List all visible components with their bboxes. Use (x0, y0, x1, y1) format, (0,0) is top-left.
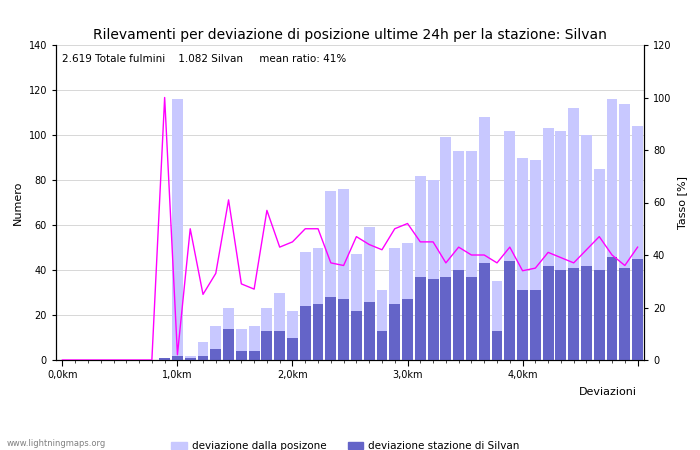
Bar (453, 270, 464, 360)
Bar (364, 302, 374, 360)
Bar (274, 292, 285, 360)
Bar (581, 135, 592, 360)
Bar (594, 270, 605, 360)
Bar (313, 248, 323, 360)
Bar (530, 290, 541, 360)
Bar (620, 268, 630, 360)
Bar (338, 299, 349, 360)
Bar (581, 266, 592, 360)
Bar (313, 304, 323, 360)
Bar (504, 130, 515, 360)
Bar (377, 331, 387, 360)
Bar (172, 356, 183, 360)
Bar (159, 358, 170, 360)
Bar (326, 297, 336, 360)
Bar (479, 263, 490, 360)
Bar (351, 310, 362, 360)
Bar (556, 270, 566, 360)
Bar (248, 351, 260, 360)
Bar (287, 338, 298, 360)
Bar (607, 99, 617, 360)
Bar (326, 191, 336, 360)
Bar (389, 248, 400, 360)
Bar (466, 277, 477, 360)
Bar (440, 137, 452, 360)
Bar (197, 342, 209, 360)
Bar (274, 331, 285, 360)
Text: www.lightningmaps.org: www.lightningmaps.org (7, 439, 106, 448)
Bar (389, 304, 400, 360)
Bar (491, 331, 503, 360)
Bar (159, 358, 170, 360)
Bar (479, 117, 490, 360)
Bar (530, 160, 541, 360)
Bar (236, 328, 247, 360)
Bar (287, 310, 298, 360)
Bar (568, 268, 579, 360)
Bar (415, 176, 426, 360)
Bar (300, 306, 311, 360)
Bar (428, 279, 438, 360)
Bar (466, 151, 477, 360)
Bar (248, 326, 260, 360)
Bar (428, 180, 438, 360)
Bar (351, 254, 362, 360)
Bar (364, 227, 374, 360)
Bar (338, 189, 349, 360)
Bar (236, 351, 247, 360)
Bar (210, 349, 221, 360)
Bar (453, 151, 464, 360)
Bar (607, 256, 617, 360)
Bar (210, 326, 221, 360)
Bar (517, 158, 528, 360)
Bar (185, 356, 196, 360)
Bar (517, 290, 528, 360)
Bar (402, 299, 413, 360)
Bar (262, 331, 272, 360)
Bar (504, 261, 515, 360)
Y-axis label: Tasso [%]: Tasso [%] (677, 176, 687, 229)
Bar (632, 126, 643, 360)
Title: Rilevamenti per deviazione di posizione ultime 24h per la stazione: Silvan: Rilevamenti per deviazione di posizione … (93, 28, 607, 42)
Bar (556, 130, 566, 360)
Text: Deviazioni: Deviazioni (579, 387, 637, 397)
Bar (185, 358, 196, 360)
Bar (197, 356, 209, 360)
Bar (542, 128, 554, 360)
Bar (415, 277, 426, 360)
Bar (402, 243, 413, 360)
Bar (491, 281, 503, 360)
Bar (594, 169, 605, 360)
Bar (300, 252, 311, 360)
Bar (262, 308, 272, 360)
Bar (632, 259, 643, 360)
Bar (568, 108, 579, 360)
Bar (172, 99, 183, 360)
Bar (620, 104, 630, 360)
Y-axis label: Numero: Numero (13, 180, 23, 225)
Bar (440, 277, 452, 360)
Text: 2.619 Totale fulmini    1.082 Silvan     mean ratio: 41%: 2.619 Totale fulmini 1.082 Silvan mean r… (62, 54, 346, 64)
Bar (542, 266, 554, 360)
Bar (223, 308, 234, 360)
Bar (377, 290, 387, 360)
Bar (223, 328, 234, 360)
